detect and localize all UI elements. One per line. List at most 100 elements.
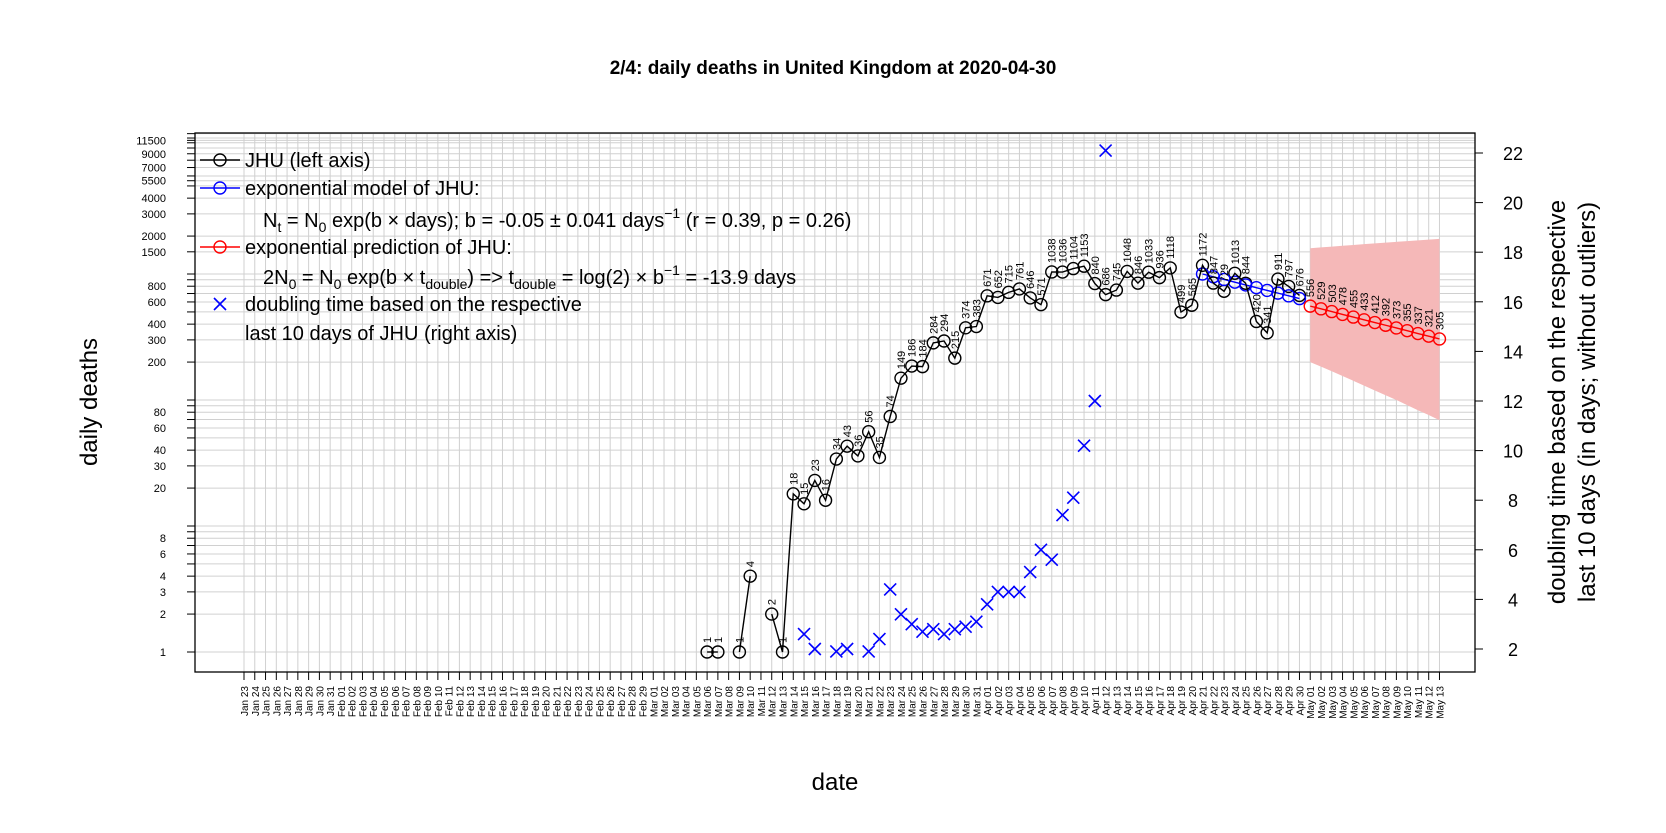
jhu-point: [1185, 298, 1199, 312]
prediction-line: [1310, 305, 1440, 340]
jhu-point-label: 797: [1284, 259, 1296, 277]
jhu-point-label: 1033: [1144, 239, 1156, 263]
doubling-time-point: [926, 622, 940, 636]
x-axis-tick-label: Mar 31: [972, 686, 983, 718]
x-axis-tick-label: Apr 10: [1080, 686, 1091, 716]
left-axis-tick-label: 8: [160, 533, 166, 545]
x-axis-tick-label: Apr 17: [1155, 686, 1166, 716]
x-axis-tick-label: Apr 19: [1177, 686, 1188, 716]
jhu-point-label: 1048: [1122, 238, 1134, 262]
x-axis-tick-label: Mar 27: [929, 686, 940, 718]
x-axis-tick-label: Feb 12: [455, 686, 466, 718]
right-axis-tick-label: 2: [1508, 640, 1518, 660]
jhu-point: [1109, 283, 1124, 297]
doubling-time-point: [980, 597, 994, 611]
legend-label-prediction: exponential prediction of JHU:: [245, 237, 512, 259]
jhu-point-label: 43: [842, 425, 854, 437]
x-axis-tick-label: Mar 22: [875, 686, 886, 718]
x-axis-tick-label: Apr 12: [1102, 686, 1113, 716]
x-axis-tick-label: Feb 08: [412, 686, 423, 718]
x-axis-tick-label: Feb 24: [585, 686, 596, 718]
jhu-point: [958, 321, 973, 335]
prediction-point-label: 556: [1305, 279, 1317, 297]
left-axis-tick-label: 2000: [142, 231, 166, 243]
model-point: [1292, 291, 1307, 306]
jhu-point: [1174, 305, 1188, 319]
jhu-point-label: 215: [950, 331, 962, 349]
jhu-point-label: 1118: [1165, 236, 1177, 259]
x-axis-tick-label: Apr 24: [1231, 686, 1242, 716]
jhu-point: [743, 569, 757, 583]
jhu-point: [1195, 258, 1210, 273]
right-axis: 2 4 6 8 10 12 14 16 18 20 22: [1475, 144, 1523, 660]
doubling-time-point: [894, 607, 908, 621]
jhu-point-label: 761: [1014, 262, 1026, 280]
x-axis-tick-label: May 04: [1339, 686, 1350, 719]
doubling-time-point: [905, 617, 919, 631]
jhu-point: [937, 334, 951, 348]
x-axis-tick-label: May 02: [1317, 686, 1328, 719]
jhu-point-label: 374: [961, 300, 973, 318]
prediction-point-label: 392: [1381, 298, 1393, 316]
x-axis-tick-label: Mar 21: [865, 686, 876, 718]
chart-title: 2/4: daily deaths in United Kingdom at 2…: [610, 58, 1057, 79]
x-axis-tick-label: Apr 21: [1199, 686, 1210, 716]
jhu-point-label: 420: [1251, 294, 1263, 312]
right-axis-tick-label: 18: [1503, 243, 1523, 263]
x-axis-tick-label: Feb 05: [380, 686, 391, 718]
jhu-point: [818, 493, 833, 507]
x-axis-tick-label: Feb 15: [488, 686, 499, 718]
x-axis-tick-label: May 11: [1414, 686, 1425, 718]
jhu-point-label: 686: [1101, 267, 1113, 285]
x-axis-tick-label: Feb 22: [563, 686, 574, 718]
doubling-time-point: [948, 622, 962, 636]
x-axis-tick-label: May 10: [1403, 686, 1414, 719]
x-axis-tick-label: Mar 01: [649, 686, 660, 718]
right-axis-tick-label: 8: [1508, 491, 1518, 511]
x-axis-tick-label: Mar 06: [703, 686, 714, 718]
right-axis-tick-label: 14: [1503, 342, 1523, 362]
jhu-point: [1034, 297, 1048, 312]
prediction-point-label: 529: [1316, 281, 1328, 299]
legend-label-model: exponential model of JHU:: [245, 178, 480, 200]
jhu-point: [829, 452, 844, 466]
legend-prediction-formula: 2N0 = N0 exp(b × tdouble) => tdouble = l…: [263, 262, 796, 292]
jhu-point: [808, 473, 822, 488]
jhu-point-label: 652: [993, 270, 1005, 288]
x-axis-tick-label: Feb 25: [595, 686, 606, 718]
x-axis-tick-label: Mar 13: [779, 686, 790, 718]
x-axis-tick-label: Jan 31: [326, 686, 337, 716]
x-axis-tick-label: Mar 07: [714, 686, 725, 718]
doubling-time-point: [1055, 508, 1070, 522]
x-axis-tick-label: Jan 26: [272, 686, 283, 716]
x-axis-tick-label: Jan 27: [283, 686, 294, 716]
left-axis-tick-label: 1: [160, 647, 166, 659]
y-axis-right-label-line1: doubling time based on the respective: [1544, 200, 1571, 604]
legend-model-formula: Nt = N0 exp(b × days); b = -0.05 ± 0.041…: [263, 205, 851, 235]
x-axis-tick-label: Apr 26: [1252, 686, 1263, 716]
x-axis-tick-label: Apr 06: [1037, 686, 1048, 716]
jhu-point: [711, 645, 725, 659]
prediction-point-label: 321: [1424, 309, 1436, 327]
jhu-line-segment: [771, 263, 1300, 653]
jhu-point-label: 1038: [1047, 238, 1059, 262]
x-axis-tick-label: May 03: [1328, 686, 1339, 719]
x-axis-tick-label: Mar 19: [843, 686, 854, 718]
jhu-point: [883, 409, 897, 424]
jhu-point-label: 936: [1154, 250, 1166, 268]
doubling-time-point: [959, 620, 973, 634]
left-axis-tick-label: 600: [148, 297, 166, 309]
jhu-point: [1249, 314, 1264, 329]
jhu-point-label: 34: [831, 438, 843, 450]
prediction-point-label: 478: [1338, 287, 1350, 305]
jhu-point: [1260, 326, 1274, 340]
jhu-point: [1152, 270, 1167, 285]
x-axis-tick-label: Mar 09: [735, 686, 746, 718]
jhu-point-label: 1036: [1058, 239, 1070, 263]
prediction-point-label: 337: [1413, 306, 1425, 324]
jhu-point-label: 35: [874, 436, 886, 448]
x-axis-tick-label: Mar 24: [897, 686, 908, 718]
x-axis-tick-label: Apr 16: [1145, 686, 1156, 716]
prediction-confidence-band: [1310, 238, 1440, 421]
